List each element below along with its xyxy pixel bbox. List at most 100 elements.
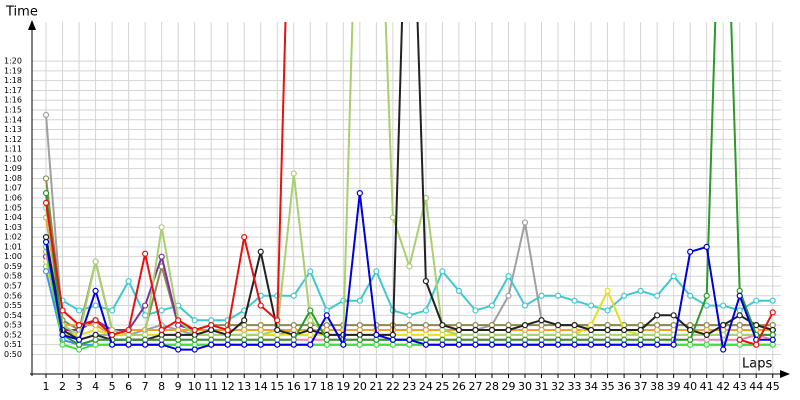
point bbox=[736, 336, 743, 343]
point bbox=[422, 322, 430, 329]
point bbox=[92, 322, 99, 329]
point bbox=[224, 331, 231, 338]
point bbox=[191, 326, 198, 334]
point bbox=[389, 214, 396, 221]
point bbox=[455, 326, 463, 334]
point bbox=[439, 322, 446, 329]
point bbox=[175, 317, 182, 324]
point bbox=[670, 312, 677, 319]
point bbox=[720, 326, 727, 334]
point bbox=[92, 336, 99, 343]
point bbox=[241, 341, 248, 348]
point bbox=[75, 336, 83, 343]
point bbox=[554, 322, 562, 329]
x-tick-label: 21 bbox=[369, 380, 383, 393]
point bbox=[620, 292, 628, 299]
point bbox=[42, 111, 50, 118]
point bbox=[125, 341, 132, 348]
point bbox=[373, 336, 380, 343]
y-tick-label: 1:17 bbox=[4, 86, 22, 95]
x-axis-arrow bbox=[780, 370, 790, 378]
point bbox=[191, 331, 198, 338]
point bbox=[158, 331, 165, 338]
point bbox=[472, 331, 479, 338]
point bbox=[538, 292, 545, 299]
point bbox=[241, 322, 248, 329]
point bbox=[703, 341, 710, 348]
point bbox=[769, 336, 776, 343]
point bbox=[687, 248, 694, 255]
grid bbox=[32, 22, 781, 374]
x-tick-label: 4 bbox=[92, 380, 99, 393]
x-tick-label: 14 bbox=[254, 380, 268, 393]
point bbox=[604, 336, 611, 343]
point bbox=[92, 258, 99, 265]
y-tick-label: 1:16 bbox=[4, 96, 22, 105]
point bbox=[75, 307, 83, 314]
point bbox=[505, 336, 512, 343]
point bbox=[389, 341, 396, 348]
point bbox=[620, 336, 628, 343]
point bbox=[290, 322, 297, 329]
point bbox=[406, 341, 413, 348]
point bbox=[538, 336, 545, 343]
point bbox=[307, 268, 314, 275]
point bbox=[208, 331, 215, 338]
point bbox=[422, 278, 430, 285]
point bbox=[455, 331, 463, 338]
point bbox=[75, 322, 83, 329]
point bbox=[257, 322, 264, 329]
point bbox=[42, 234, 50, 241]
point bbox=[356, 326, 363, 334]
point bbox=[290, 341, 297, 348]
point bbox=[604, 331, 611, 338]
point bbox=[703, 243, 710, 250]
point bbox=[488, 302, 496, 309]
point bbox=[406, 331, 413, 338]
point bbox=[620, 341, 628, 348]
x-tick-label: 35 bbox=[601, 380, 615, 393]
point bbox=[42, 190, 50, 197]
x-tick-label: 6 bbox=[125, 380, 132, 393]
point bbox=[620, 331, 628, 338]
point bbox=[538, 331, 545, 338]
point bbox=[654, 322, 661, 329]
x-tick-label: 40 bbox=[683, 380, 697, 393]
y-tick-label: 0:52 bbox=[4, 330, 22, 339]
point bbox=[753, 322, 760, 329]
point bbox=[406, 263, 413, 270]
point bbox=[175, 331, 182, 338]
point bbox=[505, 326, 512, 334]
x-tick-label: 22 bbox=[386, 380, 400, 393]
x-tick-label: 37 bbox=[634, 380, 648, 393]
x-tick-label: 2 bbox=[59, 380, 66, 393]
x-tick-label: 7 bbox=[142, 380, 149, 393]
y-tick-label: 1:08 bbox=[4, 174, 22, 183]
point bbox=[92, 331, 99, 338]
point bbox=[654, 292, 661, 299]
point bbox=[75, 341, 83, 348]
point bbox=[257, 326, 264, 334]
x-tick-label: 27 bbox=[468, 380, 482, 393]
point bbox=[637, 287, 644, 294]
point bbox=[720, 346, 727, 353]
point bbox=[488, 322, 496, 329]
point bbox=[290, 336, 297, 343]
point bbox=[521, 341, 529, 348]
point bbox=[505, 292, 512, 299]
point bbox=[208, 336, 215, 343]
point bbox=[488, 336, 496, 343]
x-tick-label: 9 bbox=[175, 380, 182, 393]
point bbox=[142, 250, 149, 257]
point bbox=[521, 322, 529, 329]
point bbox=[241, 234, 248, 241]
point bbox=[125, 331, 132, 338]
point bbox=[241, 336, 248, 343]
point bbox=[323, 336, 330, 343]
point bbox=[257, 302, 264, 309]
point bbox=[422, 307, 430, 314]
x-tick-label: 33 bbox=[568, 380, 582, 393]
point bbox=[753, 341, 760, 348]
point bbox=[92, 326, 99, 334]
